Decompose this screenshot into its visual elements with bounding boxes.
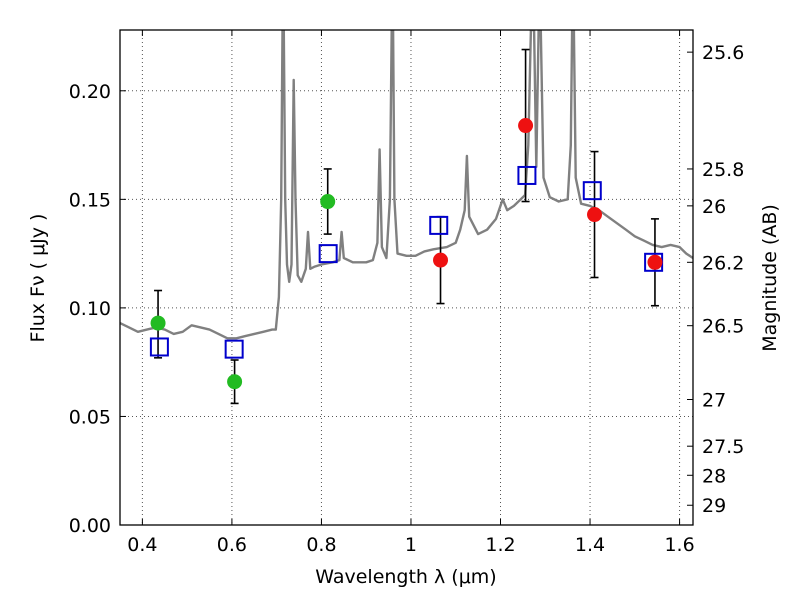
measured-points [150, 118, 663, 390]
model-square [149, 337, 169, 357]
x-tick-label: 1 [405, 534, 417, 556]
red-data-point [433, 252, 449, 268]
error-bars [154, 48, 659, 405]
red-data-point [647, 254, 663, 270]
red-data-point [518, 118, 534, 134]
green-data-point [150, 315, 166, 331]
y-axis-title: Flux Fν ( μJy ) [27, 214, 49, 343]
y-tick-label: 0.05 [69, 406, 111, 428]
y-tick-label: 0.00 [69, 515, 111, 537]
right-tick-label: 25.8 [702, 159, 744, 181]
right-tick-label: 26 [702, 196, 726, 218]
x-tick-label: 1.6 [664, 534, 694, 556]
model-square [318, 244, 338, 264]
axis-ticks [120, 30, 693, 526]
x-tick-label: 1.4 [575, 534, 605, 556]
spectrum-layer [120, 30, 693, 340]
x-tick-label: 0.8 [306, 534, 336, 556]
model-points [149, 165, 664, 359]
x-tick-label: 0.4 [127, 534, 157, 556]
red-data-point [587, 207, 603, 223]
right-tick-label: 26.2 [702, 252, 744, 274]
right-axis-title: Magnitude (AB) [759, 204, 781, 352]
x-tick-label: 0.6 [217, 534, 247, 556]
tick-labels: 0.4 0.6 0.8 1 1.2 1.4 1.6 0.00 0.05 0.10 0.15 0.20 2… [69, 42, 745, 556]
right-tick-label: 27 [702, 390, 726, 412]
grid-lines [120, 30, 693, 526]
right-tick-label: 28 [702, 465, 726, 487]
right-tick-label: 25.6 [702, 42, 744, 64]
spectrum-line [120, 30, 693, 340]
model-square [224, 339, 244, 359]
y-tick-label: 0.15 [69, 189, 111, 211]
right-tick-label: 26.5 [702, 316, 744, 338]
model-square [517, 165, 537, 185]
plot-frame [119, 29, 694, 526]
right-tick-label: 27.5 [702, 436, 744, 458]
x-axis-title: Wavelength λ (μm) [315, 566, 496, 588]
x-tick-label: 1.2 [485, 534, 515, 556]
green-data-point [320, 194, 336, 210]
model-square [582, 181, 602, 201]
model-square [429, 215, 449, 235]
green-data-point [227, 374, 243, 390]
y-tick-label: 0.10 [69, 298, 111, 320]
y-tick-label: 0.20 [69, 81, 111, 103]
right-tick-label: 29 [702, 495, 726, 517]
